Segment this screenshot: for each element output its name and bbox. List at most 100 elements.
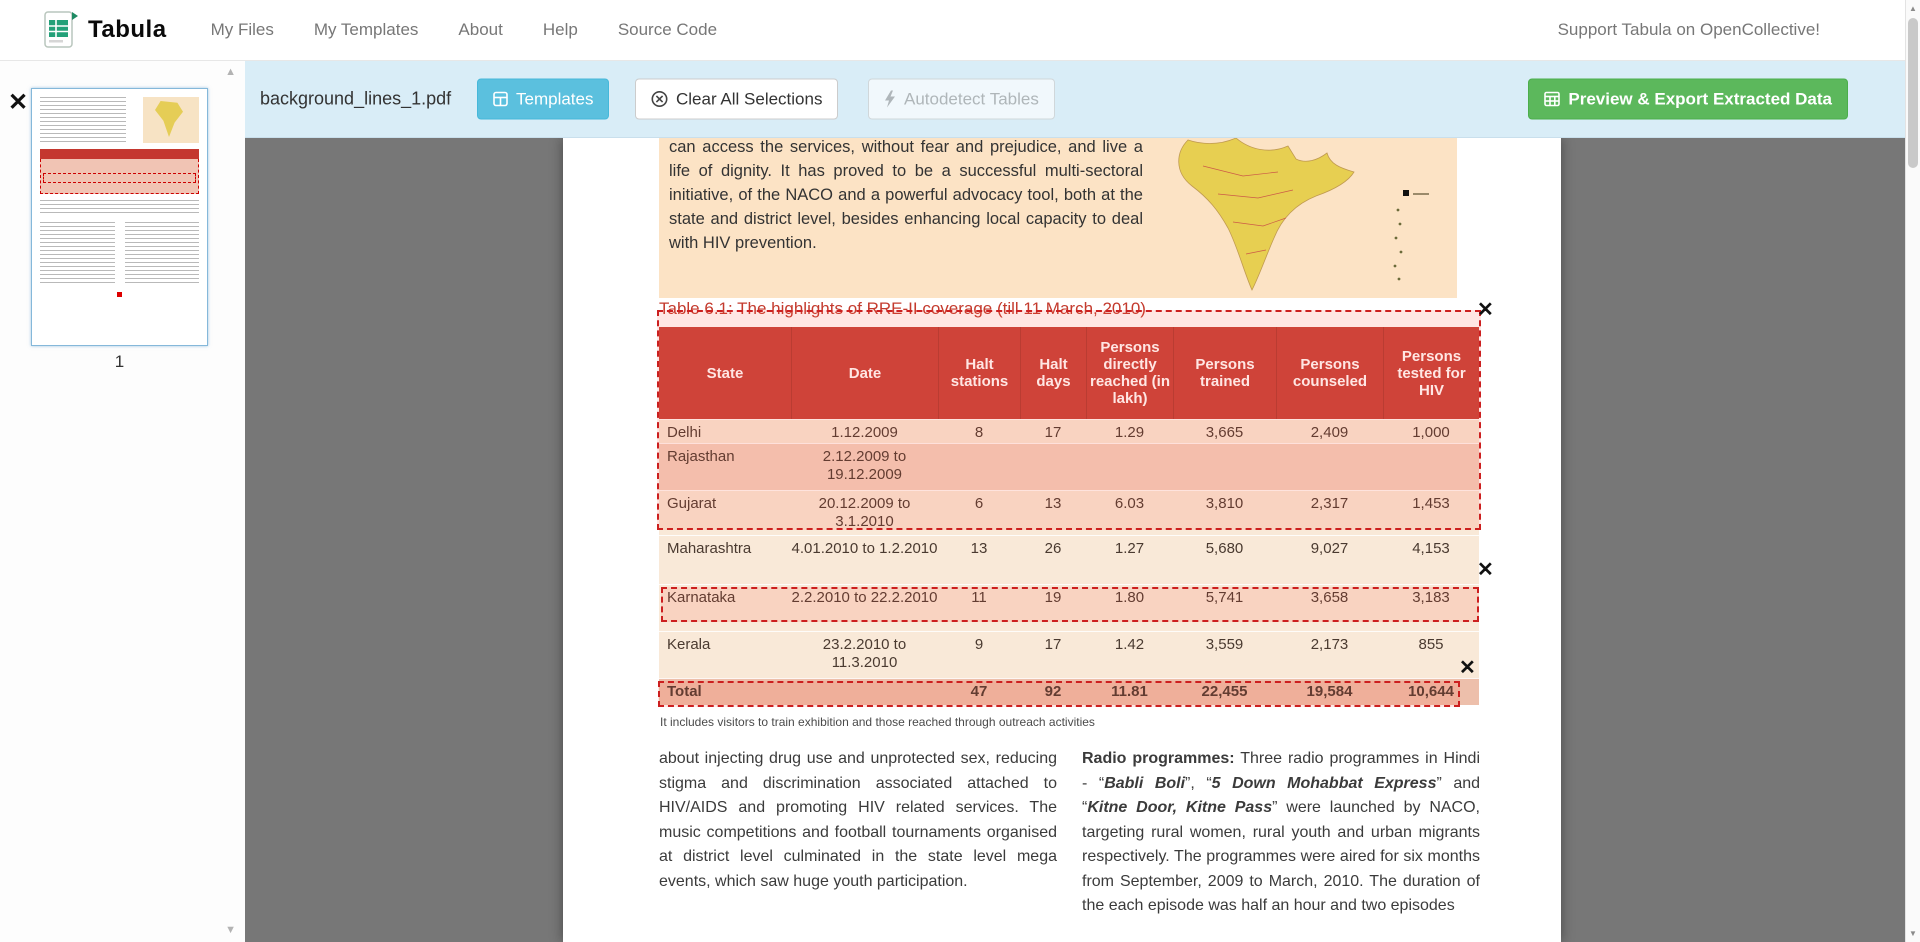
nav-item-source-code[interactable]: Source Code <box>617 20 718 39</box>
selection-box-total-row[interactable] <box>658 681 1460 707</box>
selection-close-icon[interactable]: ✕ <box>1459 657 1476 679</box>
brand-link[interactable]: Tabula <box>42 10 167 50</box>
clear-all-selections-button[interactable]: Clear All Selections <box>635 78 839 120</box>
table-row: Rajasthan 2.12.2009 to 19.12.2009 <box>659 443 1479 490</box>
table-cell: 5,741 <box>1205 589 1244 606</box>
table-cell: 17 <box>1044 636 1062 653</box>
thumbnail-table-header <box>40 149 199 159</box>
table-header-row: State Date Halt stations Halt days Persons d… <box>659 327 1479 419</box>
thumbnail-text-lines <box>40 97 126 143</box>
nav-item-my-templates[interactable]: My Templates <box>313 20 419 39</box>
table-header-cell: Date <box>791 327 938 419</box>
table-cell: 2.12.2009 to 19.12.2009 <box>822 448 907 483</box>
table-row: Karnataka 2.2.2010 to 22.2.2010 11 19 1.80 5,… <box>659 584 1479 631</box>
selection-box-karnataka-row[interactable] <box>661 587 1479 622</box>
scrollbar-down-icon[interactable]: ▼ <box>1909 929 1917 938</box>
autodetect-icon <box>885 90 895 108</box>
thumbnail-table-selection <box>40 159 199 194</box>
table-title: Table 6.1: The highlights of RRE-II cove… <box>659 299 1146 318</box>
thumbnail-text-columns <box>40 222 199 286</box>
table-header-cell: State <box>706 364 744 382</box>
table-cell: 5,680 <box>1205 540 1244 557</box>
paragraph-segment: Babli Boli <box>1104 774 1186 792</box>
pdf-viewer-area: can access the services, without fear an… <box>245 138 1905 942</box>
table-cell: 3,559 <box>1205 636 1244 653</box>
table-cell: 13 <box>970 540 988 557</box>
table-cell: Rajasthan <box>667 448 735 465</box>
table-cell: 1.27 <box>1114 540 1145 557</box>
table-row: Delhi 1.12.2009 8 17 1.29 3,665 2,409 1,000 <box>659 419 1479 443</box>
table-cell: 3,810 <box>1205 495 1244 512</box>
table-cell: 8 <box>974 424 984 441</box>
export-table-icon <box>1544 91 1561 107</box>
table-cell: Maharashtra <box>667 540 752 557</box>
right-column-paragraph: Radio programmes: Three radio programmes… <box>1082 747 1480 919</box>
remove-page-icon[interactable]: ✕ <box>8 89 29 116</box>
scrollbar-thumb[interactable] <box>1908 18 1918 168</box>
page-number: 1 <box>114 352 125 371</box>
paragraph-segment: ”, “ <box>1185 774 1212 792</box>
page-thumbnail[interactable] <box>31 88 208 346</box>
table-cell: 4,153 <box>1412 540 1450 557</box>
table-cell: 3,658 <box>1310 589 1349 606</box>
templates-icon <box>493 91 508 107</box>
map-legend-marker <box>1403 190 1409 196</box>
table-cell: 22,455 <box>1201 683 1248 700</box>
table-cell: 9 <box>974 636 984 653</box>
opencollective-link[interactable]: Support Tabula on OpenCollective! <box>1557 20 1820 39</box>
brand-title: Tabula <box>88 16 167 43</box>
table-cell: Kerala <box>667 636 711 653</box>
export-button-label: Preview & Export Extracted Data <box>1568 89 1832 108</box>
left-column-paragraph: about injecting drug use and unprotected… <box>659 750 1057 890</box>
table-cell: Gujarat <box>667 495 717 512</box>
table-cell: 19,584 <box>1306 683 1353 700</box>
main-nav: My Files My Templates About Help Source Code <box>211 20 717 40</box>
preview-export-button[interactable]: Preview & Export Extracted Data <box>1528 78 1848 120</box>
top-navbar: Tabula My Files My Templates About Help Sour… <box>0 0 1920 61</box>
table-cell: Karnataka <box>667 589 736 606</box>
table-cell: 23.2.2010 to 11.3.2010 <box>822 636 907 671</box>
scrollbar-up-icon[interactable]: ▲ <box>1909 4 1917 13</box>
window-scrollbar: ▲ ▼ <box>1905 0 1920 942</box>
selection-close-icon[interactable]: ✕ <box>1477 559 1494 581</box>
sidebar-scroll-up-icon[interactable]: ▲ <box>225 66 236 78</box>
selection-box-table-top[interactable] <box>657 310 1481 530</box>
sidebar-scroll-down-icon[interactable]: ▼ <box>225 924 236 936</box>
table-cell: 6.03 <box>1114 495 1145 512</box>
tabula-logo-icon <box>44 11 78 48</box>
autodetect-tables-button[interactable]: Autodetect Tables <box>868 78 1055 120</box>
table-cell: 13 <box>1044 495 1062 512</box>
intro-paragraph: can access the services, without fear an… <box>669 138 1143 252</box>
thumbnail-top-section <box>40 97 199 143</box>
table-cell: Total <box>667 683 702 700</box>
table-cell: 2,173 <box>1310 636 1349 653</box>
table-cell: 20.12.2009 to 3.1.2010 <box>818 495 911 530</box>
thumbnail-text-lines <box>40 200 199 214</box>
table-cell: 2,409 <box>1310 424 1349 441</box>
table-cell: 11.81 <box>1111 683 1148 700</box>
table-footnote: It includes visitors to train exhibition… <box>660 715 1095 729</box>
nav-item-about[interactable]: About <box>458 20 503 39</box>
table-cell: 92 <box>1044 683 1062 700</box>
thumbnail-map-preview <box>143 97 199 143</box>
document-toolbar: background_lines_1.pdf Templates Clear A… <box>245 61 1905 138</box>
paragraph-segment: Three radio programmes in Hindi - “ <box>1082 750 1481 792</box>
table-header-cell: Persons trained <box>1173 327 1276 419</box>
autodetect-button-label: Autodetect Tables <box>904 89 1039 108</box>
selection-close-icon[interactable]: ✕ <box>1477 299 1494 321</box>
table-cell: 4.01.2010 to 1.2.2010 <box>791 540 938 557</box>
pdf-page[interactable]: can access the services, without fear an… <box>563 138 1561 942</box>
table-cell: 6 <box>974 495 984 512</box>
nav-item-my-files[interactable]: My Files <box>210 20 274 39</box>
table-header-cell: Halt days <box>1020 327 1086 419</box>
nav-item-help[interactable]: Help <box>542 20 578 39</box>
table-header-cell: Persons directly reached (in lakh) <box>1086 327 1173 419</box>
table-cell: 1.12.2009 <box>831 424 898 441</box>
templates-button[interactable]: Templates <box>477 78 610 120</box>
table-row: Maharashtra 4.01.2010 to 1.2.2010 13 26 1.27… <box>659 535 1479 584</box>
table-row: Kerala 23.2.2010 to 11.3.2010 9 17 1.42 3,559… <box>659 631 1479 678</box>
table-header-cell: Persons counseled <box>1276 327 1383 419</box>
paragraph-segment: 5 Down Mohabbat Express <box>1211 774 1437 792</box>
table-cell: 1,453 <box>1412 495 1450 512</box>
